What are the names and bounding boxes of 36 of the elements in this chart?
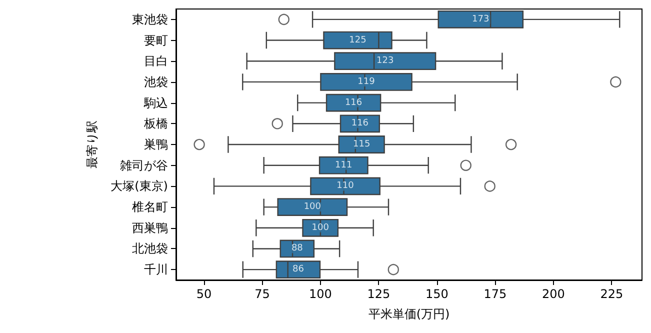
text: 123	[376, 56, 394, 66]
text: 100	[312, 222, 329, 233]
y-tick-label: 大塚(東京)	[110, 179, 168, 194]
x-tick-label: 175	[484, 287, 507, 301]
x-tick-label: 50	[196, 287, 212, 301]
x-tick-label: 200	[542, 287, 565, 301]
y-tick-label: 巣鴨	[144, 138, 168, 152]
y-tick-label: 雑司が谷	[120, 158, 168, 172]
x-tick-label: 125	[367, 287, 390, 301]
y-tick-label: 西巣鴨	[132, 220, 168, 235]
text: 116	[344, 98, 362, 108]
y-axis-title: 最寄り駅	[85, 120, 99, 168]
y-tick-label: 椎名町	[132, 200, 168, 214]
y-tick-label: 東池袋	[132, 12, 168, 26]
x-tick-label: 225	[600, 287, 624, 301]
text: 110	[336, 181, 354, 192]
y-tick-label: 北池袋	[132, 242, 168, 256]
text: 173	[472, 14, 490, 24]
text: 100	[304, 202, 322, 212]
y-tick-label: 千川	[144, 262, 168, 277]
text: 111	[335, 160, 352, 170]
text: 88	[291, 244, 303, 254]
y-tick-label: 池袋	[144, 74, 168, 89]
text: 115	[352, 140, 370, 150]
y-tick-label: 駒込	[143, 96, 168, 110]
text: 125	[349, 35, 366, 46]
x-axis-title: 平米単価(万円)	[368, 307, 450, 321]
y-tick-label: 要町	[144, 33, 168, 48]
text: 86	[292, 264, 304, 275]
text: 119	[358, 76, 375, 87]
y-tick-label: 目白	[144, 54, 168, 68]
x-tick-label: 100	[309, 287, 332, 301]
text: 116	[351, 118, 369, 129]
x-tick-label: 150	[426, 287, 448, 301]
x-tick-label: 75	[254, 287, 270, 301]
y-tick-label: 板橋	[143, 116, 168, 131]
